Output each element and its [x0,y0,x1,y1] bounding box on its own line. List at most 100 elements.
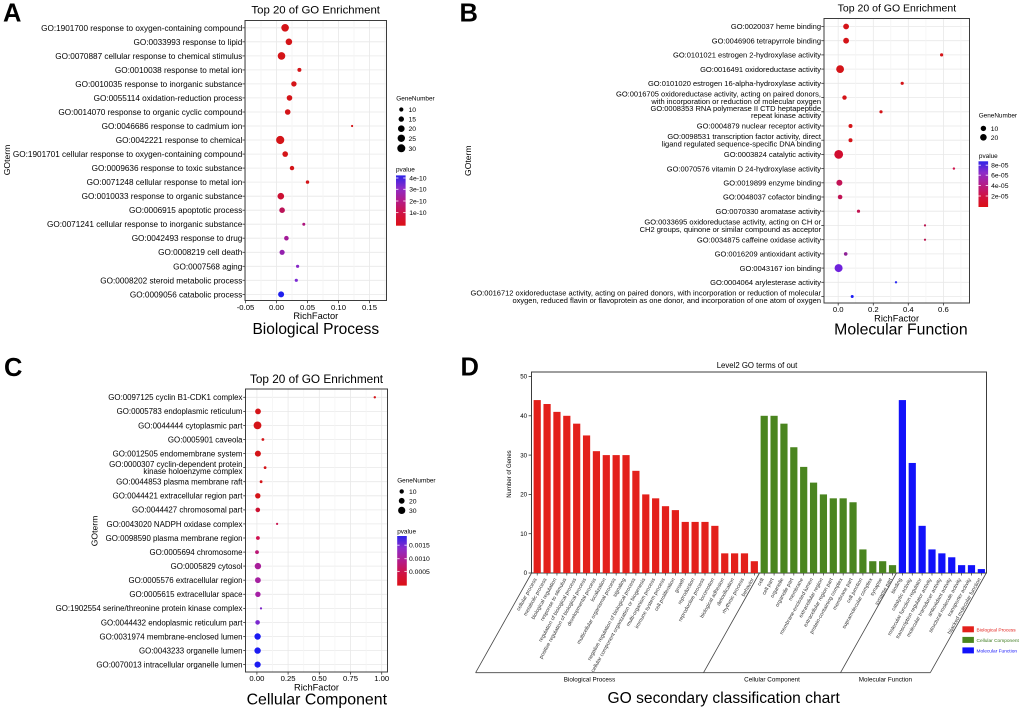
svg-text:0.0005: 0.0005 [409,569,430,576]
svg-text:GO:0055114 oxidation-reduction: GO:0055114 oxidation-reduction process [94,94,243,103]
svg-text:Cellular Component: Cellular Component [977,638,1020,644]
svg-text:GO:0043233 organelle lumen: GO:0043233 organelle lumen [139,646,243,655]
svg-text:10: 10 [520,531,527,538]
svg-text:Number of Genes: Number of Genes [507,450,513,497]
svg-text:GO:0016705 oxidoreductase acti: GO:0016705 oxidoreductase activity, acti… [616,90,821,99]
svg-text:30: 30 [409,508,417,515]
svg-text:GO:0014070 response to organic: GO:0014070 response to organic cyclic co… [58,108,242,117]
svg-text:GO:1902554 serine/threonine pr: GO:1902554 serine/threonine protein kina… [56,604,243,613]
svg-text:GO:0005783 endoplasmic reticul: GO:0005783 endoplasmic reticulum [117,407,243,416]
svg-text:GO:0070576 vitamin D 24-hydrox: GO:0070576 vitamin D 24-hydroxylase acti… [667,164,821,173]
svg-text:0.10: 0.10 [331,303,346,312]
svg-text:10: 10 [409,107,417,114]
svg-text:B: B [460,0,478,27]
svg-text:GO:0071241 cellular response t: GO:0071241 cellular response to inorgani… [47,220,243,229]
svg-text:Biological Process: Biological Process [252,321,379,338]
svg-text:GO:0010038 response to metal i: GO:0010038 response to metal ion [115,66,243,75]
svg-text:GO:0007568 aging: GO:0007568 aging [173,262,243,271]
svg-text:20: 20 [520,492,527,499]
svg-text:GO:0004879 nuclear receptor ac: GO:0004879 nuclear receptor activity [697,122,821,131]
svg-text:GO:0044853 plasma membrane raf: GO:0044853 plasma membrane raft [116,478,243,487]
svg-text:6e-05: 6e-05 [991,173,1009,180]
svg-text:0.00: 0.00 [269,303,284,312]
svg-text:25: 25 [409,136,417,143]
svg-text:2e-10: 2e-10 [409,198,427,205]
svg-text:GO:0009636 response to toxic s: GO:0009636 response to toxic substance [92,164,243,173]
svg-text:GOterm: GOterm [2,145,12,176]
svg-text:0.50: 0.50 [312,674,327,683]
svg-text:GO:0046686 response to cadmium: GO:0046686 response to cadmium ion [102,122,243,131]
svg-text:GO:0098590 plasma membrane reg: GO:0098590 plasma membrane region [106,534,243,543]
svg-text:20: 20 [409,126,417,133]
svg-text:2e-05: 2e-05 [991,193,1009,200]
svg-text:kinase holoenzyme complex: kinase holoenzyme complex [143,467,242,476]
svg-text:CH2 groups, quinone or similar: CH2 groups, quinone or similar compound … [640,225,822,234]
svg-text:GO:0000307 cyclin-dependent pr: GO:0000307 cyclin-dependent protein [109,460,242,469]
svg-text:0.25: 0.25 [281,674,296,683]
svg-text:20: 20 [409,498,417,505]
svg-text:GO:0016712 oxidoreductase acti: GO:0016712 oxidoreductase activity, acti… [471,289,822,298]
svg-text:0.0: 0.0 [833,305,844,314]
svg-text:GO secondary classification ch: GO secondary classification chart [608,690,841,707]
svg-text:30: 30 [409,146,417,153]
svg-text:Top 20 of GO Enrichment: Top 20 of GO Enrichment [838,3,957,15]
svg-text:GO:0016491 oxidoreductase acti: GO:0016491 oxidoreductase activity [700,65,821,74]
svg-text:cell: cell [757,577,766,587]
svg-text:A: A [3,0,21,27]
svg-text:Molecular Function: Molecular Function [977,648,1018,654]
svg-text:GO:0016209 antioxidant activit: GO:0016209 antioxidant activity [715,250,822,259]
svg-text:GO:0010033 response to organic: GO:0010033 response to organic substance [82,192,243,201]
svg-text:with incorporation or reductio: with incorporation or reduction of molec… [650,97,821,106]
svg-text:0.05: 0.05 [300,303,315,312]
svg-text:10: 10 [409,489,417,496]
svg-text:0.00: 0.00 [249,674,264,683]
svg-text:GO:0044421 extracellular regio: GO:0044421 extracellular region part [113,492,244,501]
svg-text:GO:0070330 aromatase activity: GO:0070330 aromatase activity [716,207,822,216]
svg-text:GO:0042493 response to drug: GO:0042493 response to drug [132,234,243,243]
svg-text:0: 0 [524,570,528,577]
svg-text:D: D [461,354,479,382]
svg-text:GO:0008353 RNA polymerase II C: GO:0008353 RNA polymerase II CTD heptape… [650,104,821,113]
svg-text:Biological Process: Biological Process [977,627,1017,633]
svg-text:4e-10: 4e-10 [409,175,427,182]
svg-text:GO:0008219 cell death: GO:0008219 cell death [158,248,243,257]
svg-text:GO:0003824 catalytic activity: GO:0003824 catalytic activity [724,150,821,159]
svg-text:GO:0044444 cytoplasmic part: GO:0044444 cytoplasmic part [138,421,243,430]
svg-text:Biological Process: Biological Process [564,677,615,684]
svg-text:GO:0009056 catabolic process: GO:0009056 catabolic process [130,290,242,299]
svg-text:GOterm: GOterm [90,516,100,547]
svg-text:GO:0070887 cellular response t: GO:0070887 cellular response to chemical… [55,52,242,61]
svg-text:GO:1901701 cellular response t: GO:1901701 cellular response to oxygen-c… [13,150,243,159]
svg-text:Level2 GO terms of out: Level2 GO terms of out [717,361,798,370]
svg-text:0.0010: 0.0010 [409,556,430,563]
svg-text:GO:0005829 cytosol: GO:0005829 cytosol [171,562,243,571]
svg-text:oxygen, reduced flavin or flav: oxygen, reduced flavin or flavoprotein a… [512,296,821,305]
svg-text:Cellular Component: Cellular Component [744,677,800,684]
svg-text:GOterm: GOterm [463,145,473,176]
svg-text:Cellular Component: Cellular Component [247,691,388,708]
svg-text:GO:0042221 response to chemica: GO:0042221 response to chemical [116,136,243,145]
svg-text:GO:0043167 ion binding: GO:0043167 ion binding [740,264,821,273]
svg-text:40: 40 [520,413,527,420]
svg-text:GO:0008202 steroid metabolic p: GO:0008202 steroid metabolic process [100,276,242,285]
svg-text:GO:1901700 response to oxygen-: GO:1901700 response to oxygen-containing… [41,24,243,33]
svg-text:RichFactor: RichFactor [293,311,338,321]
svg-text:GO:0097125 cyclin B1-CDK1 comp: GO:0097125 cyclin B1-CDK1 complex [108,393,242,402]
svg-text:1e-10: 1e-10 [409,210,427,217]
svg-text:GeneNumber: GeneNumber [979,113,1018,120]
svg-text:GO:0005615 extracellular space: GO:0005615 extracellular space [129,590,243,599]
svg-text:8e-05: 8e-05 [991,163,1009,170]
svg-text:GO:0005901 caveola: GO:0005901 caveola [168,435,243,444]
svg-text:GO:0101021 estrogen 2-hydroxyl: GO:0101021 estrogen 2-hydroxylase activi… [673,51,821,60]
svg-text:0.15: 0.15 [362,303,377,312]
svg-text:0.6: 0.6 [938,305,949,314]
svg-text:GO:0019899 enzyme binding: GO:0019899 enzyme binding [723,179,821,188]
svg-text:GO:0048037 cofactor binding: GO:0048037 cofactor binding [723,193,821,202]
svg-text:GO:0044427 chromosomal part: GO:0044427 chromosomal part [132,506,243,515]
svg-text:GO:0033695 oxidoreductase acti: GO:0033695 oxidoreductase activity, acti… [644,218,821,227]
svg-text:-0.05: -0.05 [237,303,255,312]
svg-text:GO:0004064 arylesterase activi: GO:0004064 arylesterase activity [710,278,821,287]
svg-text:Top 20 of GO Enrichment: Top 20 of GO Enrichment [250,372,384,386]
svg-text:GO:0020037 heme binding: GO:0020037 heme binding [731,22,821,31]
svg-text:GO:0098531 transcription facto: GO:0098531 transcription factor activity… [667,132,822,141]
